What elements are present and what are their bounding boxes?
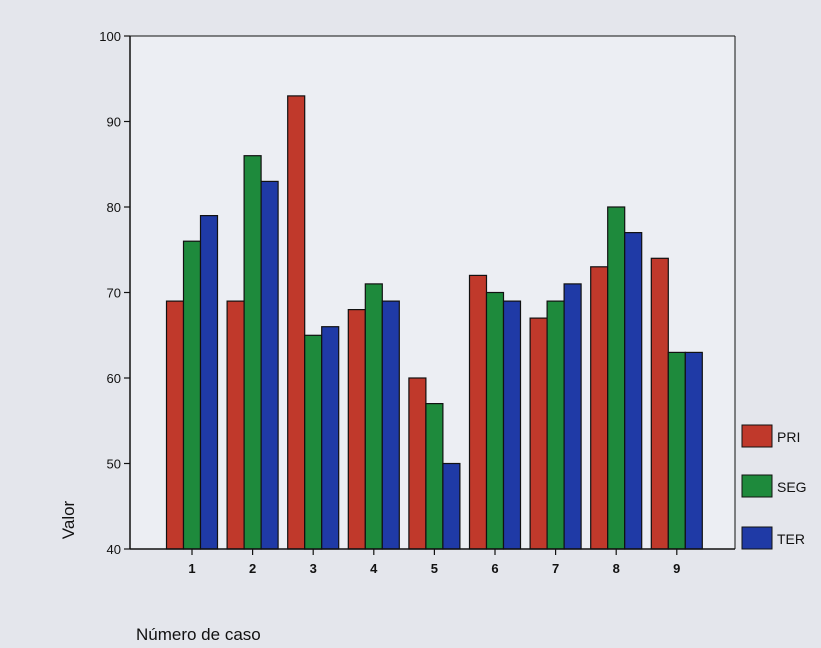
legend-label-pri: PRI — [777, 429, 800, 445]
y-axis-title: Valor — [59, 500, 78, 539]
bar-seg-case-9 — [667, 351, 686, 550]
bar-pri-case-7 — [529, 317, 548, 550]
x-tick-label-6: 6 — [491, 561, 498, 576]
x-tick-label-4: 4 — [370, 561, 378, 576]
bar-ter-case-4 — [381, 300, 400, 550]
x-tick-label-5: 5 — [431, 561, 438, 576]
x-tick-label-3: 3 — [310, 561, 317, 576]
bar-seg-case-3 — [304, 334, 323, 550]
x-tick-label-9: 9 — [673, 561, 680, 576]
bar-seg-case-5 — [425, 403, 444, 550]
bar-pri-case-4 — [347, 309, 366, 550]
bar-ter-case-9 — [684, 351, 703, 550]
legend-swatch-seg — [741, 474, 773, 498]
bar-ter-case-5 — [442, 462, 461, 550]
bar-ter-case-2 — [260, 180, 279, 550]
y-tick-label-90: 90 — [107, 115, 121, 130]
x-tick-label-2: 2 — [249, 561, 256, 576]
bar-seg-case-7 — [546, 300, 565, 550]
legend-swatch-ter — [741, 526, 773, 550]
x-tick-label-7: 7 — [552, 561, 559, 576]
bar-ter-case-7 — [563, 283, 582, 550]
bar-seg-case-8 — [607, 206, 626, 550]
legend-label-seg: SEG — [777, 479, 807, 495]
bar-seg-case-6 — [485, 291, 505, 550]
bar-pri-case-3 — [287, 95, 306, 550]
bar-seg-case-2 — [243, 155, 262, 550]
bar-pri-case-9 — [650, 257, 669, 550]
bar-seg-case-4 — [364, 283, 383, 550]
bar-seg-case-1 — [182, 240, 202, 550]
legend: PRI SEG TER — [741, 424, 807, 550]
y-tick-label-40: 40 — [107, 542, 121, 557]
x-axis-title: Número de caso — [136, 625, 261, 644]
bar-pri-case-6 — [468, 274, 488, 550]
bar-pri-case-8 — [590, 266, 609, 550]
bar-pri-case-5 — [408, 377, 427, 550]
legend-swatch-pri — [741, 424, 773, 448]
y-tick-label-100: 100 — [99, 29, 121, 44]
bar-ter-case-6 — [502, 300, 522, 550]
bar-ter-case-8 — [624, 232, 643, 550]
bar-pri-case-1 — [165, 300, 185, 550]
bars-group — [165, 95, 703, 550]
bar-pri-case-2 — [226, 300, 245, 550]
y-tick-label-50: 50 — [107, 457, 121, 472]
y-ticks-group: 40 50 60 70 80 90 100 — [99, 29, 130, 557]
y-tick-label-60: 60 — [107, 371, 121, 386]
bar-ter-case-1 — [199, 215, 219, 550]
x-ticks-group: 1 2 3 4 5 6 7 8 9 — [188, 549, 680, 576]
y-tick-label-80: 80 — [107, 200, 121, 215]
legend-label-ter: TER — [777, 531, 805, 547]
x-tick-label-8: 8 — [613, 561, 620, 576]
bar-ter-case-3 — [321, 326, 340, 550]
y-tick-label-70: 70 — [107, 286, 121, 301]
x-tick-label-1: 1 — [188, 561, 195, 576]
